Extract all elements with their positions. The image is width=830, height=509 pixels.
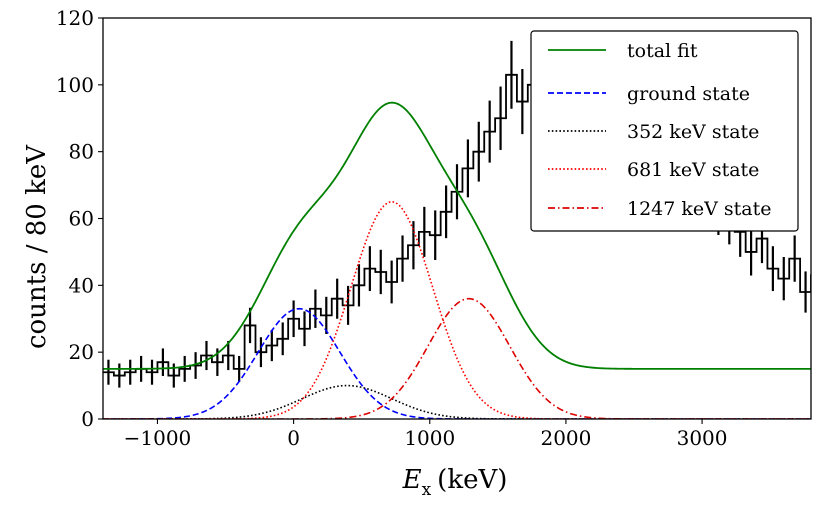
series-1247-kev-state — [103, 297, 811, 419]
y-tick-label: 120 — [56, 6, 94, 30]
x-tick-label: −1000 — [124, 426, 192, 450]
legend-box — [530, 30, 799, 232]
y-tick-label: 80 — [69, 140, 94, 164]
legend-label: 352 keV state — [627, 121, 759, 143]
y-ticks: 0 20 40 60 80 100 120 — [56, 6, 103, 431]
series-total-fit — [103, 101, 811, 370]
x-tick-label: 0 — [287, 426, 300, 450]
x-axis-label-unit: (keV) — [437, 465, 507, 495]
legend-label: ground state — [627, 83, 750, 105]
legend-label: total fit — [627, 40, 698, 62]
y-tick-label: 40 — [69, 273, 94, 297]
legend-label: 681 keV state — [627, 159, 759, 181]
x-tick-label: 3000 — [677, 426, 728, 450]
y-tick-label: 60 — [69, 207, 94, 231]
x-ticks: −1000 0 1000 2000 3000 — [124, 419, 728, 450]
y-tick-label: 0 — [81, 407, 94, 431]
y-tick-label: 20 — [69, 340, 94, 364]
y-axis-label: counts / 80 keV — [22, 144, 52, 349]
x-axis-label-symbol: E — [402, 465, 422, 495]
x-tick-label: 1000 — [404, 426, 455, 450]
series-ground-state — [103, 307, 811, 419]
series-681-kev-state — [103, 200, 811, 419]
legend: total fit ground state 352 keV state 681 ke… — [530, 30, 799, 232]
series-352-kev-state — [103, 384, 811, 419]
x-tick-label: 2000 — [540, 426, 591, 450]
x-axis-label: Ex (keV) — [402, 465, 508, 500]
x-axis-label-subscript: x — [422, 480, 432, 500]
legend-label: 1247 keV state — [627, 198, 772, 220]
y-tick-label: 100 — [56, 73, 94, 97]
